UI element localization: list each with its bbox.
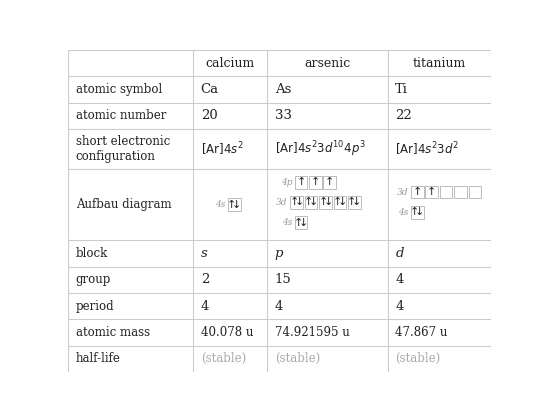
- Text: ↑: ↑: [304, 197, 313, 207]
- Text: 4s: 4s: [398, 208, 408, 217]
- Text: 20: 20: [201, 110, 217, 122]
- Text: Ti: Ti: [395, 83, 408, 96]
- Text: calcium: calcium: [205, 57, 255, 70]
- Text: 4s: 4s: [216, 200, 226, 209]
- Bar: [425, 186, 438, 199]
- Text: ↓: ↓: [352, 197, 361, 207]
- Bar: [348, 196, 361, 209]
- Text: arsenic: arsenic: [304, 57, 351, 70]
- Text: ↑: ↑: [296, 177, 306, 187]
- Text: ↓: ↓: [323, 197, 333, 207]
- Text: As: As: [275, 83, 291, 96]
- Text: ↓: ↓: [415, 207, 425, 217]
- Text: 4: 4: [201, 300, 209, 313]
- Bar: [411, 206, 424, 219]
- Text: 22: 22: [395, 110, 412, 122]
- Bar: [323, 176, 336, 189]
- Bar: [290, 196, 303, 209]
- Text: 74.921595 u: 74.921595 u: [275, 326, 349, 339]
- Text: d: d: [395, 247, 404, 260]
- Bar: [319, 196, 332, 209]
- Text: 4s: 4s: [282, 218, 292, 227]
- Bar: [295, 217, 307, 229]
- Bar: [468, 186, 481, 199]
- Text: titanium: titanium: [413, 57, 466, 70]
- Text: atomic mass: atomic mass: [76, 326, 150, 339]
- Text: (stable): (stable): [201, 352, 246, 365]
- Text: 4p: 4p: [281, 178, 292, 186]
- Bar: [295, 176, 307, 189]
- Text: (stable): (stable): [275, 352, 320, 365]
- Text: ↓: ↓: [309, 197, 318, 207]
- Text: ↑: ↑: [325, 177, 335, 187]
- Text: 40.078 u: 40.078 u: [201, 326, 253, 339]
- Text: 15: 15: [275, 273, 292, 286]
- Text: ↑: ↑: [333, 197, 342, 207]
- Text: $[\mathrm{Ar}]4s^{2}3d^{10}4p^{3}$: $[\mathrm{Ar}]4s^{2}3d^{10}4p^{3}$: [275, 139, 365, 159]
- Text: 3d: 3d: [276, 198, 288, 207]
- Text: ↑: ↑: [318, 197, 328, 207]
- Bar: [411, 186, 424, 199]
- Text: ↓: ↓: [295, 197, 304, 207]
- Text: ↑: ↑: [227, 200, 236, 210]
- Text: ↑: ↑: [427, 187, 436, 197]
- Text: 4: 4: [395, 300, 403, 313]
- Text: 4: 4: [395, 273, 403, 286]
- Text: 4: 4: [275, 300, 283, 313]
- Text: ↓: ↓: [338, 197, 347, 207]
- Text: short electronic
configuration: short electronic configuration: [76, 135, 170, 163]
- Text: 47.867 u: 47.867 u: [395, 326, 448, 339]
- Text: ↓: ↓: [299, 218, 308, 228]
- Text: block: block: [76, 247, 108, 260]
- Text: (stable): (stable): [395, 352, 441, 365]
- Text: ↑: ↑: [289, 197, 299, 207]
- Text: ↑: ↑: [413, 187, 422, 197]
- Text: atomic symbol: atomic symbol: [76, 83, 162, 96]
- Bar: [228, 199, 241, 212]
- Bar: [334, 196, 346, 209]
- Text: 3d: 3d: [397, 188, 408, 196]
- Text: Ca: Ca: [201, 83, 219, 96]
- Text: $[\mathrm{Ar}]4s^{2}3d^{2}$: $[\mathrm{Ar}]4s^{2}3d^{2}$: [395, 140, 460, 158]
- Text: ↑: ↑: [294, 218, 303, 228]
- Text: half-life: half-life: [76, 352, 121, 365]
- Text: $[\mathrm{Ar}]4s^{2}$: $[\mathrm{Ar}]4s^{2}$: [201, 140, 244, 158]
- Text: ↓: ↓: [232, 200, 241, 210]
- Text: p: p: [275, 247, 283, 260]
- Text: Aufbau diagram: Aufbau diagram: [76, 199, 171, 212]
- Bar: [309, 176, 322, 189]
- Text: group: group: [76, 273, 111, 286]
- Text: ↑: ↑: [347, 197, 357, 207]
- Text: ↑: ↑: [410, 207, 419, 217]
- Bar: [454, 186, 467, 199]
- Bar: [440, 186, 453, 199]
- Text: ↑: ↑: [311, 177, 320, 187]
- Text: 33: 33: [275, 110, 292, 122]
- Text: atomic number: atomic number: [76, 110, 166, 122]
- Text: 2: 2: [201, 273, 209, 286]
- Text: period: period: [76, 300, 115, 313]
- Bar: [305, 196, 317, 209]
- Text: s: s: [201, 247, 207, 260]
